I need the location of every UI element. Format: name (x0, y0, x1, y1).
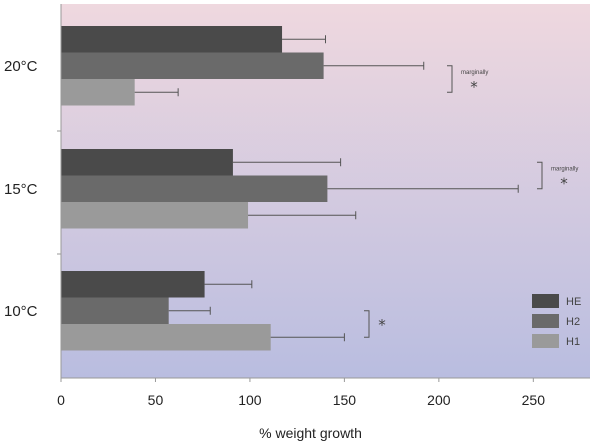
category-label-15-c: 15°C (4, 181, 38, 198)
bar-10-c-h2 (61, 297, 169, 324)
legend-label-he: HE (566, 296, 581, 308)
x-tick-label-150: 150 (333, 392, 357, 408)
significance-annotations: marginally * marginally * * (364, 65, 578, 338)
bar-20-c-h2 (61, 52, 324, 79)
legend-item-h2: H2 (532, 314, 580, 328)
error-bar-15-c-he (232, 158, 342, 167)
significance-15-c: marginally * (537, 161, 578, 193)
x-tick-label-0: 0 (57, 392, 65, 408)
legend-item-h1: H1 (532, 334, 580, 348)
bar-10-c-h1 (61, 324, 271, 351)
significance-bracket (537, 161, 543, 190)
bar-15-c-he (61, 149, 233, 176)
x-axis: 0 50 100 150 200 250 (57, 4, 590, 408)
error-bar-15-c-h2 (327, 184, 519, 193)
error-bar-10-c-h2 (168, 306, 211, 315)
error-bar-20-c-he (282, 35, 326, 44)
x-axis-title: % weight growth (259, 425, 362, 441)
category-label-20-c: 20°C (4, 58, 38, 75)
significance-20-c: marginally * (447, 65, 488, 96)
bar-15-c-h1 (61, 202, 249, 229)
x-tick-label-250: 250 (522, 392, 546, 408)
error-bar-10-c-h1 (270, 333, 345, 342)
legend-item-he: HE (532, 294, 581, 308)
legend: HE H2 H1 (532, 294, 581, 348)
significance-star: * (378, 316, 386, 334)
bars-group (61, 26, 328, 351)
error-bar-15-c-h1 (248, 211, 357, 220)
error-bar-20-c-h1 (134, 88, 179, 97)
bar-20-c-h1 (61, 79, 135, 106)
error-bar-10-c-he (204, 280, 253, 289)
bar-15-c-h2 (61, 175, 328, 202)
significance-star: * (560, 175, 568, 193)
x-tick-label-50: 50 (148, 392, 164, 408)
bar-10-c-he (61, 271, 205, 298)
significance-bracket (447, 65, 453, 93)
significance-star: * (470, 78, 478, 96)
legend-swatch-h1 (532, 334, 559, 348)
significance-text: marginally (461, 70, 488, 76)
legend-swatch-h2 (532, 314, 559, 328)
error-bars-group (134, 35, 519, 342)
error-bar-20-c-h2 (323, 61, 425, 70)
x-tick-label-200: 200 (427, 392, 451, 408)
bar-20-c-he (61, 26, 283, 53)
x-tick-label-100: 100 (238, 392, 262, 408)
legend-label-h2: H2 (566, 316, 580, 328)
significance-text: marginally (551, 167, 578, 173)
category-label-10-c: 10°C (4, 303, 38, 320)
legend-label-h1: H1 (566, 336, 580, 348)
significance-10-c: * (364, 310, 386, 338)
category-labels: 20°C 15°C 10°C (4, 58, 38, 320)
legend-swatch-he (532, 294, 559, 308)
significance-bracket (364, 310, 370, 338)
